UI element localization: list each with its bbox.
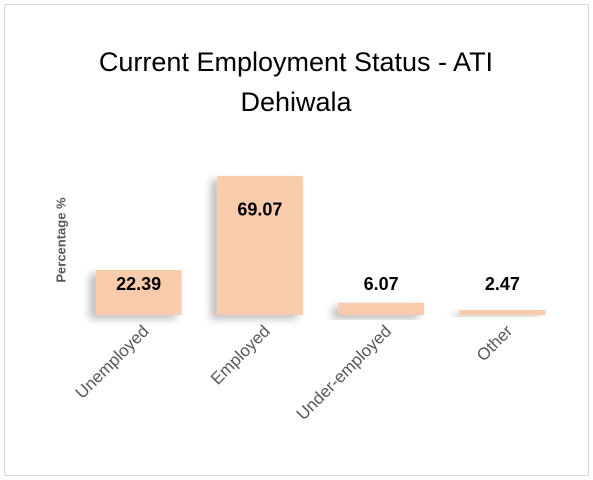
data-label: 69.07 [237, 200, 282, 220]
y-axis-label: Percentage % [53, 197, 68, 283]
bar [459, 310, 546, 315]
data-label: 22.39 [116, 274, 161, 294]
data-label: 2.47 [485, 274, 520, 294]
bar [338, 302, 425, 315]
bar [216, 175, 303, 315]
data-label: 6.07 [364, 274, 399, 294]
bar [95, 269, 182, 315]
chart-title: Current Employment Status - ATI Dehiwala [98, 47, 494, 117]
